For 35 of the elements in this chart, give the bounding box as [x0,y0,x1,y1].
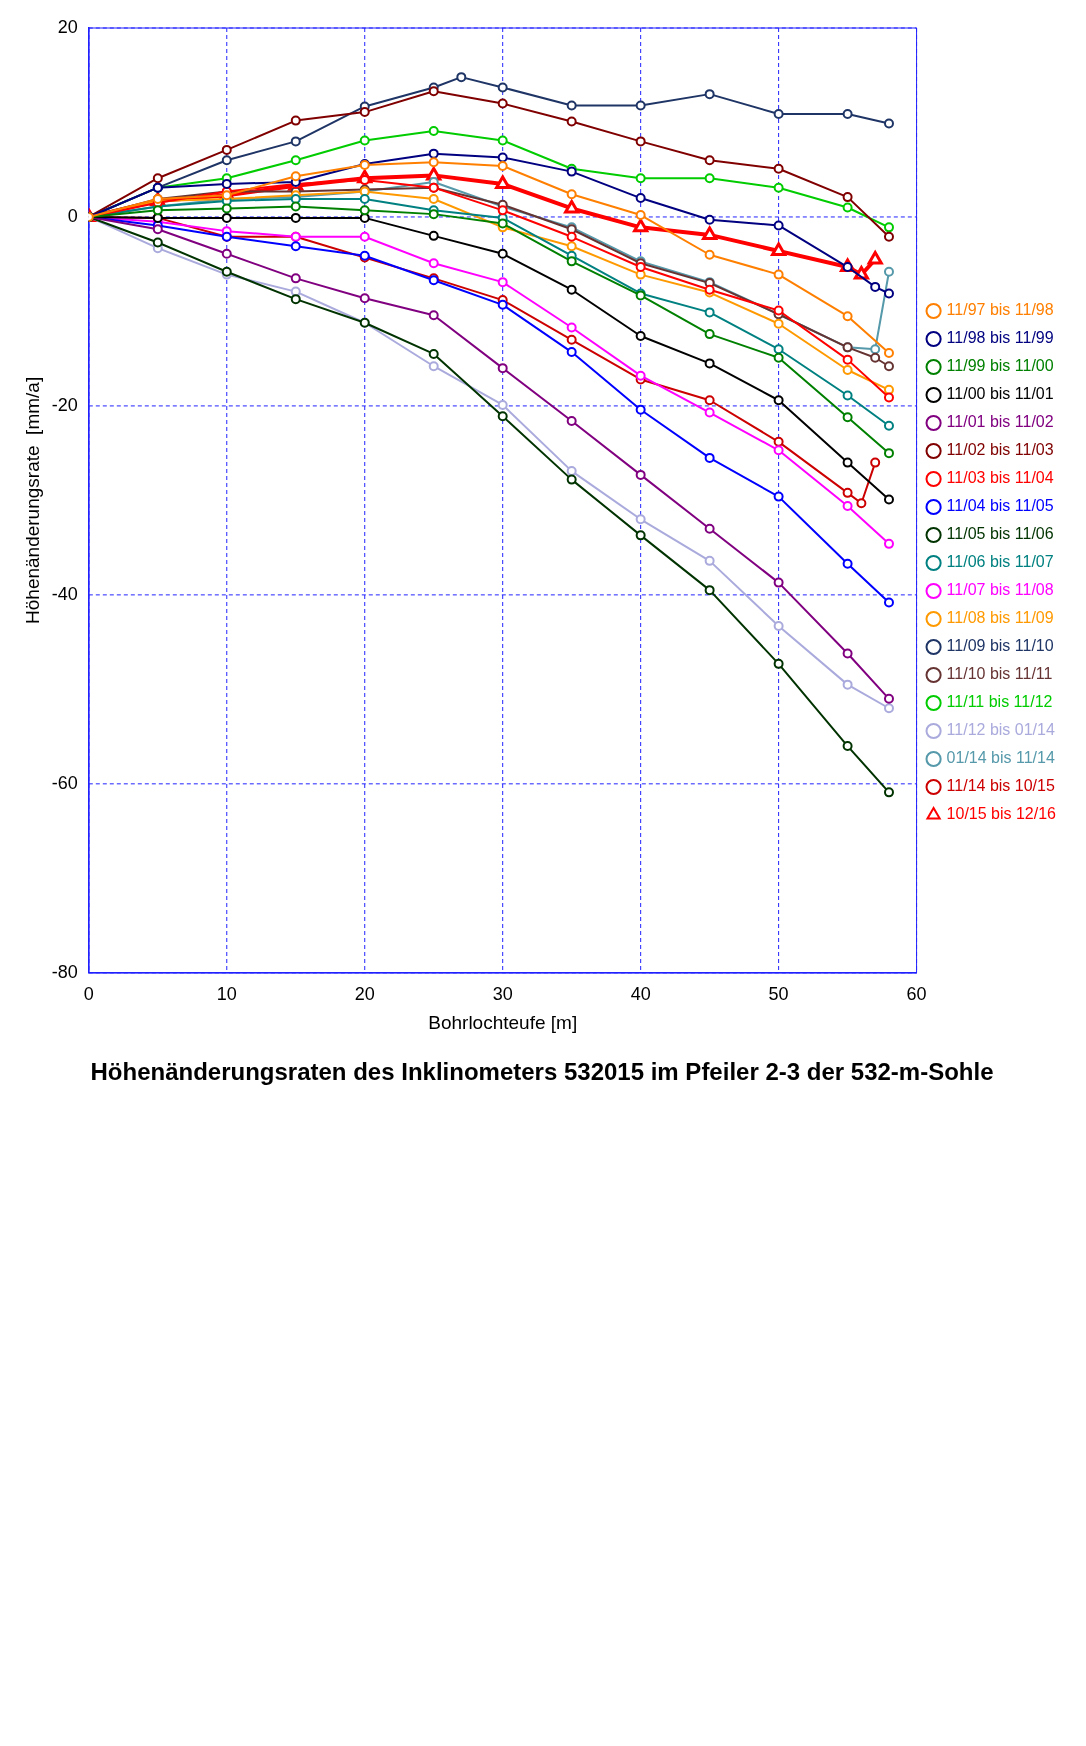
legend-label: 11/99 bis 11/00 [946,357,1054,375]
legend-label: 10/15 bis 12/16 [946,805,1057,823]
legend-label: 11/03 bis 11/04 [946,469,1054,487]
legend-label: 11/09 bis 11/10 [946,637,1054,655]
y-tick-label: -80 [51,961,78,982]
y-tick-label: 20 [57,16,78,37]
y-tick-label: -20 [51,394,78,415]
x-tick-label: 10 [216,983,237,1004]
y-tick-label: -60 [51,772,78,793]
legend-label: 11/02 bis 11/03 [946,441,1054,459]
legend-label: 11/01 bis 11/02 [946,413,1054,431]
x-tick-label: 0 [83,983,94,1004]
text: Höhenänderungsraten des Inklinometers 532015 im Pfeiler 2-3 der 532-m-Sohle [90,1058,994,1086]
x-tick-label: 60 [906,983,927,1004]
legend-label: 11/00 bis 11/01 [946,385,1054,403]
legend-label: 01/14 bis 11/14 [946,749,1055,767]
y-tick-label: -40 [51,583,78,604]
legend-label: 11/06 bis 11/07 [946,553,1054,571]
legend-label: 11/97 bis 11/98 [946,301,1054,319]
legend-label: 11/12 bis 01/14 [946,721,1055,739]
x-tick-label: 40 [630,983,651,1004]
y-tick-label: 0 [67,205,78,226]
legend-label: 11/08 bis 11/09 [946,609,1054,627]
legend-label: 11/07 bis 11/08 [946,581,1054,599]
x-tick-label: 50 [768,983,789,1004]
y-axis-title: Höhenänderungsrate [mm/a] [21,376,43,624]
x-axis-title: Bohrlochteufe [m] [428,1012,578,1034]
legend-label: 11/05 bis 11/06 [946,525,1054,543]
legend-label: 11/10 bis 11/11 [946,665,1053,683]
legend-label: 11/11 bis 11/12 [946,693,1053,711]
x-tick-label: 30 [492,983,513,1004]
legend-label: 11/98 bis 11/99 [946,329,1054,347]
legend-label: 11/14 bis 10/15 [946,777,1055,795]
legend-label: 11/04 bis 11/05 [946,497,1054,515]
x-tick-label: 20 [354,983,375,1004]
